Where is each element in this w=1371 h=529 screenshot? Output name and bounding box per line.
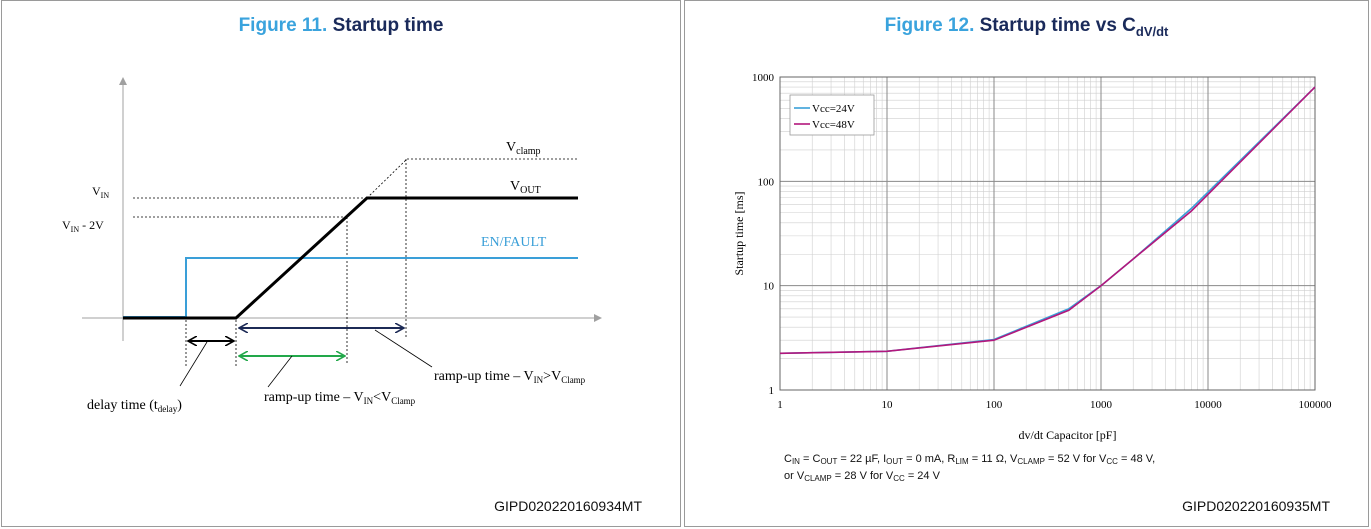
- ramp-up-vclamp-label: ramp-up time – VIN>VClamp: [434, 369, 586, 385]
- figure-11-caption: Startup time: [332, 15, 444, 36]
- vclamp-label: Vclamp: [506, 140, 541, 157]
- x-tick-label: 100000: [1299, 399, 1333, 411]
- x-axis-label: dv/dt Capacitor [pF]: [1019, 428, 1117, 442]
- legend-label: Vcc=24V: [812, 103, 855, 115]
- startup-time-chart: 1 10 100 1000 10000 100000 1 10 100 1000 dv/dt Cap…: [732, 72, 1333, 442]
- vin-minus-2v-label: VIN - 2V: [62, 218, 104, 234]
- test-conditions-line-2: or VCLAMP = 28 V for VCC = 24 V: [784, 470, 940, 483]
- x-tick-label: 1: [777, 399, 783, 411]
- vin-label: VIN: [92, 184, 109, 200]
- chart-legend: [789, 94, 875, 136]
- ramp-extension-line: [366, 158, 408, 199]
- y-tick-label: 1: [769, 385, 775, 397]
- y-tick-label: 100: [758, 176, 775, 188]
- delay-leader-line: [179, 341, 208, 387]
- plot-area-border: [779, 76, 1316, 391]
- delay-time-label: delay time (tdelay): [87, 398, 182, 414]
- figure-11-code: GIPD020220160934MT: [494, 498, 642, 514]
- startup-time-diagram: Vclamp VOUT VIN VIN - 2V EN/FAULT ramp-u…: [62, 77, 602, 414]
- en-fault-signal: [123, 257, 578, 318]
- en-fault-label: EN/FAULT: [481, 235, 547, 250]
- ramp-up-vin-label: ramp-up time – VIN<VClamp: [264, 390, 416, 406]
- x-tick-label: 1000: [1090, 399, 1113, 411]
- legend-label: Vcc=48V: [812, 119, 855, 131]
- y-tick-label: 10: [763, 281, 775, 293]
- x-tick-label: 10: [882, 399, 894, 411]
- figure-11-panel: Figure 11. Startup time: [1, 0, 681, 527]
- vout-label: VOUT: [510, 179, 541, 196]
- figure-12-caption-subscript: dV/dt: [1135, 24, 1169, 39]
- figure-11-number: Figure 11.: [238, 15, 328, 36]
- figure-12-code: GIPD020220160935MT: [1182, 498, 1330, 514]
- figure-11-title: Figure 11. Startup time: [2, 15, 680, 37]
- figure-12-title: Figure 12. Startup time vs CdV/dt: [685, 15, 1368, 39]
- figure-12-panel: Figure 12. Startup time vs CdV/dt 1 10 100…: [684, 0, 1369, 527]
- x-tick-label: 100: [986, 399, 1003, 411]
- figure-12-caption: Startup time vs C: [979, 15, 1136, 36]
- series-line-vcc-48v: [779, 86, 1316, 355]
- test-conditions-note: CIN = COUT = 22 µF, IOUT = 0 mA, RLIM = …: [784, 452, 1155, 486]
- vout-signal: [123, 196, 578, 320]
- x-tick-label: 10000: [1194, 399, 1222, 411]
- y-axis-label: Startup time [ms]: [732, 192, 746, 276]
- ramp-vclamp-leader-line: [374, 329, 433, 368]
- ramp-vin-leader-line: [267, 355, 293, 388]
- y-tick-label: 1000: [752, 72, 775, 84]
- figure-12-number: Figure 12.: [884, 15, 975, 36]
- test-conditions-line-1: CIN = COUT = 22 µF, IOUT = 0 mA, RLIM = …: [784, 453, 1156, 466]
